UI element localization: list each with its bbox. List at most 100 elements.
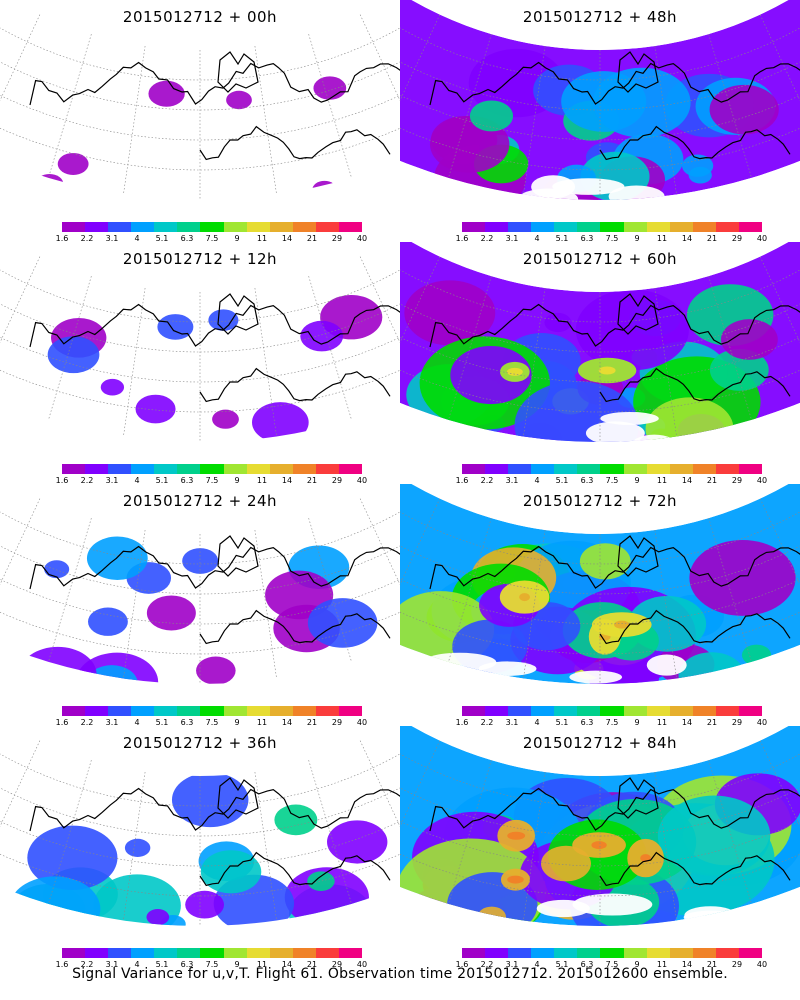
colorbar-tick-label: 29: [731, 960, 743, 969]
colorbar-swatch: [177, 464, 201, 474]
colorbar-tick-label: 40: [356, 718, 368, 727]
colorbar-swatch: [738, 222, 763, 232]
colorbar: [462, 222, 763, 232]
colorbar-tick-label: 2.2: [80, 960, 94, 969]
signal-variance-field: [400, 0, 800, 201]
colorbar-tick-label: 2.2: [480, 234, 494, 243]
colorbar-tick-label: 29: [331, 718, 343, 727]
signal-variance-field: [400, 726, 800, 927]
colorbar-tick-label: 3.1: [505, 718, 519, 727]
colorbar-swatch: [462, 222, 486, 232]
colorbar-tick-label: 6.3: [580, 234, 594, 243]
colorbar-labels: 1.6 2.2 3.1 4 5.1 6.3 7.5 9 11 14 21 29 40: [50, 234, 374, 243]
coastline: [29, 51, 400, 161]
map-panel: 2015012712 + 84h 1.6 2.2 3.1 4 5.1 6.3 7.5 9 11 14…: [400, 726, 800, 969]
colorbar-tick-label: 40: [756, 718, 768, 727]
colorbar-swatch: [269, 222, 293, 232]
colorbar-swatch: [131, 222, 155, 232]
colorbar-swatch: [269, 948, 293, 958]
colorbar-labels: 1.6 2.2 3.1 4 5.1 6.3 7.5 9 11 14 21 29 40: [450, 960, 774, 969]
map-panel: 2015012712 + 12h 1.6 2.2 3.1 4 5.1 6.3 7.5 9 11 14…: [0, 242, 400, 485]
colorbar-tick-label: 1.6: [55, 718, 69, 727]
signal-variance-field: [400, 484, 800, 685]
colorbar-tick-label: 11: [256, 234, 268, 243]
map-plot: [400, 242, 800, 443]
colorbar-swatch: [623, 222, 647, 232]
colorbar-tick-label: 6.3: [180, 960, 194, 969]
colorbar-swatch: [223, 464, 247, 474]
colorbar-swatch: [200, 948, 224, 958]
colorbar: [462, 948, 763, 958]
colorbar-swatch: [623, 706, 647, 716]
colorbar-swatch: [577, 948, 601, 958]
colorbar-swatch: [554, 706, 578, 716]
colorbar-swatch: [715, 464, 739, 474]
colorbar-tick-label: 6.3: [180, 234, 194, 243]
colorbar-tick-label: 40: [356, 234, 368, 243]
colorbar-tick-label: 40: [356, 476, 368, 485]
colorbar-swatch: [62, 948, 86, 958]
colorbar-swatch: [485, 706, 509, 716]
colorbar-tick-label: 9: [234, 718, 240, 727]
colorbar-tick-label: 11: [656, 476, 668, 485]
colorbar-swatch: [131, 464, 155, 474]
colorbar-tick-label: 21: [706, 234, 718, 243]
colorbar-tick-label: 5.1: [555, 718, 569, 727]
signal-variance-field: [400, 242, 800, 443]
colorbar-tick-label: 2.2: [80, 718, 94, 727]
colorbar-tick-label: 14: [681, 234, 693, 243]
colorbar-swatch: [154, 948, 178, 958]
colorbar-swatch: [554, 464, 578, 474]
colorbar-tick-label: 5.1: [155, 718, 169, 727]
colorbar-swatch: [246, 464, 270, 474]
colorbar-swatch: [692, 948, 716, 958]
colorbar-tick-label: 40: [356, 960, 368, 969]
colorbar-swatch: [154, 464, 178, 474]
colorbar-swatch: [646, 706, 670, 716]
colorbar-tick-label: 1.6: [55, 234, 69, 243]
colorbar-swatch: [600, 222, 624, 232]
colorbar-labels: 1.6 2.2 3.1 4 5.1 6.3 7.5 9 11 14 21 29 40: [50, 960, 374, 969]
colorbar-tick-label: 7.5: [605, 234, 619, 243]
colorbar-swatch: [531, 222, 555, 232]
colorbar-swatch: [692, 464, 716, 474]
colorbar-tick-label: 3.1: [505, 960, 519, 969]
colorbar-swatch: [292, 222, 316, 232]
colorbar-swatch: [269, 706, 293, 716]
colorbar-tick-label: 4: [534, 234, 540, 243]
colorbar-tick-label: 14: [281, 476, 293, 485]
colorbar-swatch: [531, 948, 555, 958]
colorbar-swatch: [715, 222, 739, 232]
colorbar-swatch: [154, 706, 178, 716]
colorbar-tick-label: 6.3: [180, 718, 194, 727]
colorbar-swatch: [131, 706, 155, 716]
colorbar: [62, 464, 363, 474]
colorbar-labels: 1.6 2.2 3.1 4 5.1 6.3 7.5 9 11 14 21 29 40: [50, 718, 374, 727]
colorbar-labels: 1.6 2.2 3.1 4 5.1 6.3 7.5 9 11 14 21 29 40: [450, 476, 774, 485]
figure-caption: Signal Variance for u,v,T. Flight 61. Ob…: [72, 966, 728, 982]
colorbar-tick-label: 7.5: [605, 718, 619, 727]
colorbar-swatch: [462, 464, 486, 474]
colorbar-tick-label: 21: [306, 718, 318, 727]
colorbar-swatch: [669, 464, 693, 474]
panel-title: 2015012712 + 24h: [122, 492, 278, 510]
colorbar-swatch: [200, 222, 224, 232]
colorbar-tick-label: 1.6: [455, 718, 469, 727]
colorbar-swatch: [623, 948, 647, 958]
colorbar-tick-label: 6.3: [180, 476, 194, 485]
colorbar-tick-label: 14: [281, 234, 293, 243]
colorbar-swatch: [108, 222, 132, 232]
colorbar-tick-label: 9: [634, 476, 640, 485]
colorbar-swatch: [200, 706, 224, 716]
colorbar-swatch: [154, 222, 178, 232]
colorbar-swatch: [554, 222, 578, 232]
colorbar-tick-label: 2.2: [480, 476, 494, 485]
colorbar-swatch: [485, 464, 509, 474]
colorbar-tick-label: 21: [706, 476, 718, 485]
colorbar-tick-label: 7.5: [605, 476, 619, 485]
colorbar-swatch: [223, 948, 247, 958]
colorbar-tick-label: 9: [234, 960, 240, 969]
colorbar-tick-label: 11: [256, 476, 268, 485]
colorbar: [462, 706, 763, 716]
coastline: [429, 777, 800, 887]
